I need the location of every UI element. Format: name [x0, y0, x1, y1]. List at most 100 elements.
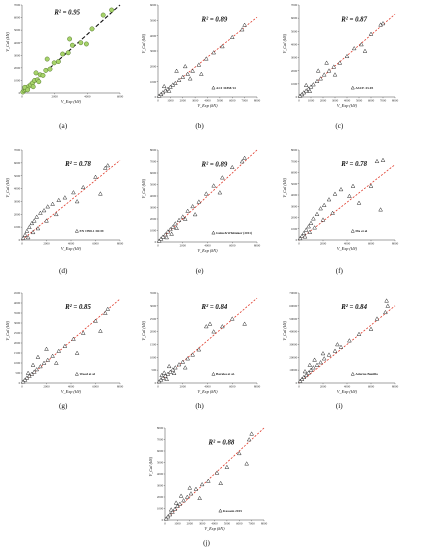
data-point — [180, 359, 186, 364]
data-point — [161, 83, 167, 89]
y-tick-label: 5000 — [150, 18, 157, 22]
data-point — [242, 155, 247, 160]
data-point — [171, 370, 177, 375]
data-point — [324, 60, 329, 65]
data-point — [196, 199, 202, 204]
y-tick-label: 2000 — [14, 341, 21, 345]
y-tick-label: 60000 — [289, 304, 297, 308]
x-tick-label: 4000 — [68, 242, 75, 246]
x-tick-label: 0 — [157, 99, 159, 103]
data-point — [89, 26, 95, 32]
x-tick-label: 2000 — [51, 95, 58, 99]
x-axis-label: V_Exp (kN) — [337, 103, 358, 108]
data-point — [196, 62, 202, 67]
x-tick-label: 4000 — [84, 95, 91, 99]
data-point — [30, 362, 36, 367]
scatter-panel: 0 1000 2000 3000 4000 5000 6000 7000 8000 0 2000 40… — [141, 148, 261, 275]
data-point — [159, 372, 164, 378]
data-point — [105, 306, 111, 311]
y-tick-label: 500 — [15, 371, 20, 375]
x-tick-label: 6000 — [236, 522, 243, 526]
data-point — [166, 363, 172, 369]
data-point — [74, 199, 80, 204]
y-tick-label: 4000 — [150, 194, 157, 198]
y-tick-label: 3000 — [291, 204, 298, 208]
x-axis-label: V_Exp (kN) — [337, 246, 358, 251]
data-point — [338, 344, 344, 349]
data-point — [321, 72, 327, 77]
data-point — [312, 357, 317, 362]
data-point — [109, 7, 115, 13]
x-axis-label: V_Exp (kN) — [197, 103, 218, 108]
data-point — [170, 509, 175, 514]
data-point — [173, 221, 178, 226]
y-tick-label: 0 — [155, 95, 157, 99]
data-point — [356, 331, 362, 336]
y-tick-label: 1000 — [150, 229, 157, 233]
y-tick-label: 5000 — [14, 174, 21, 178]
x-tick-label: 1000 — [308, 99, 315, 103]
data-point — [67, 36, 73, 42]
y-axis-label: V_Cal (kN) — [141, 33, 146, 53]
y-tick-label: 40000 — [289, 330, 297, 334]
panel-caption: (h) — [195, 402, 204, 410]
data-point — [203, 191, 209, 196]
y-tick-label: 70000 — [289, 291, 297, 295]
data-point — [27, 224, 32, 229]
y-tick-label: 1000 — [14, 225, 21, 229]
panel-caption: (g) — [59, 402, 68, 410]
data-point — [62, 195, 68, 200]
y-tick-label: 8000 — [150, 148, 157, 152]
data-point — [374, 158, 380, 163]
data-point — [44, 218, 49, 223]
data-point — [303, 227, 309, 232]
y-tick-label: 1000 — [14, 361, 21, 365]
x-tick-label: 2000 — [180, 385, 187, 389]
y-tick-label: 1500 — [150, 343, 157, 347]
x-tick-label: 7000 — [241, 99, 248, 103]
y-tick-label: 4000 — [150, 34, 157, 38]
y-tick-label: 1000 — [291, 227, 298, 231]
data-point — [368, 183, 374, 188]
x-tick-label: 5000 — [224, 522, 231, 526]
data-point — [203, 324, 209, 329]
data-point — [172, 506, 178, 511]
data-point — [236, 450, 242, 456]
data-point — [214, 470, 220, 475]
data-point — [44, 346, 49, 351]
data-point — [173, 80, 178, 85]
x-tick-label: 0 — [298, 242, 300, 246]
x-tick-label: 7000 — [380, 99, 387, 103]
x-tick-label: 2000 — [180, 244, 187, 248]
data-point — [314, 211, 320, 216]
r-squared-label: R² = 0.87 — [340, 17, 367, 24]
data-point — [190, 352, 195, 357]
data-point — [45, 357, 51, 362]
data-point — [180, 74, 186, 79]
panel-caption: (e) — [196, 267, 205, 275]
data-point — [326, 352, 332, 357]
data-point — [161, 370, 167, 375]
x-tick-label: 0 — [157, 244, 159, 248]
legend-label: ACI 318M/14 — [216, 86, 236, 90]
x-tick-label: 8000 — [392, 242, 399, 246]
data-point — [93, 174, 98, 179]
data-point — [337, 60, 343, 65]
data-point — [25, 370, 31, 375]
data-point — [184, 494, 190, 499]
legend-label: Kassem 2015 — [223, 509, 242, 513]
legend-marker — [350, 85, 355, 90]
legend-label: EN 1998-1 DCM — [79, 229, 104, 233]
y-tick-label: 7000 — [150, 160, 157, 164]
legend-label: Adorno Bonilla — [355, 372, 378, 376]
y-tick-label: 6000 — [14, 16, 21, 20]
data-point — [318, 206, 323, 211]
data-point — [180, 214, 186, 219]
data-point — [244, 461, 249, 466]
data-point — [220, 175, 225, 180]
data-point — [25, 235, 31, 240]
data-point — [173, 365, 178, 370]
x-tick-label: 6000 — [368, 99, 375, 103]
panel-caption: (i) — [336, 402, 343, 410]
data-point — [41, 208, 47, 213]
